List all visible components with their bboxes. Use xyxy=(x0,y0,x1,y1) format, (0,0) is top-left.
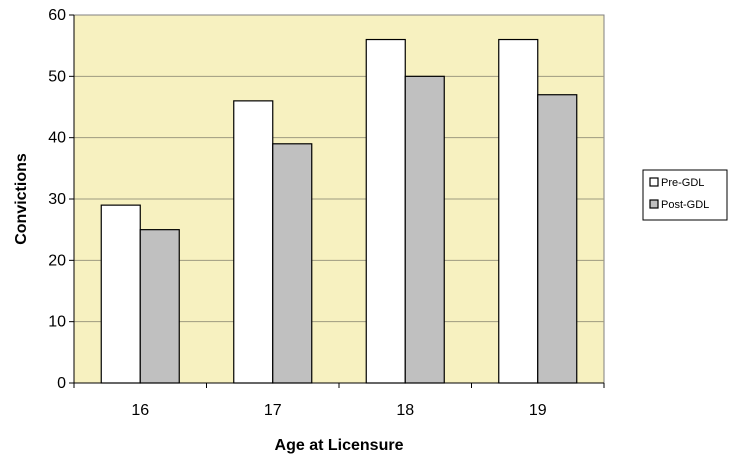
x-tick-label: 18 xyxy=(396,402,414,419)
legend-swatch xyxy=(649,177,659,187)
legend-label: Pre-GDL xyxy=(661,177,704,189)
bar-post-gdl-17 xyxy=(272,143,313,384)
x-tick-labels: 16 17 18 19 xyxy=(131,402,546,419)
bar-post-gdl-16 xyxy=(139,229,180,384)
y-tick-label: 50 xyxy=(48,68,66,85)
y-axis-title: Convictions xyxy=(13,153,30,245)
y-tick-label: 0 xyxy=(57,375,66,392)
y-tick-label: 40 xyxy=(48,130,66,147)
bar-pre-gdl-17 xyxy=(233,100,274,384)
axes xyxy=(69,14,605,388)
x-tick-label: 19 xyxy=(529,402,547,419)
x-axis-title: Age at Licensure xyxy=(275,437,404,454)
bar-post-gdl-18 xyxy=(404,75,445,384)
bars xyxy=(100,38,578,384)
bar-pre-gdl-16 xyxy=(100,204,141,384)
bar-post-gdl-19 xyxy=(537,94,578,384)
legend-label: Post-GDL xyxy=(661,199,709,211)
legend-swatch xyxy=(649,199,659,209)
y-tick-label: 30 xyxy=(48,191,66,208)
bar-pre-gdl-18 xyxy=(365,38,406,384)
y-tick-label: 20 xyxy=(48,252,66,269)
y-tick-label: 60 xyxy=(48,7,66,24)
bar-pre-gdl-19 xyxy=(498,38,539,384)
y-tick-label: 10 xyxy=(48,314,66,331)
x-tick-label: 17 xyxy=(264,402,282,419)
legend: Pre-GDL Post-GDL xyxy=(642,169,728,221)
y-tick-labels: 0 10 20 30 40 50 60 xyxy=(48,7,66,392)
x-tick-label: 16 xyxy=(131,402,149,419)
